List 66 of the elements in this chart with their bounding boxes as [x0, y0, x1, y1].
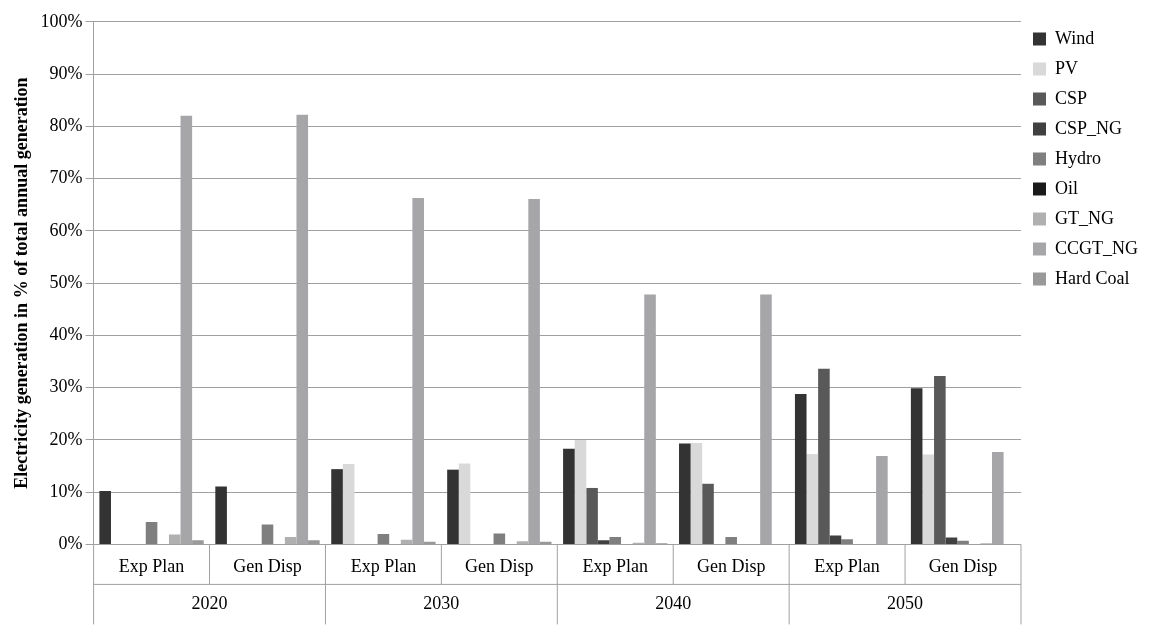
bar	[377, 533, 390, 544]
x-tick-label: Gen Disp	[465, 555, 534, 576]
y-tick-label: 80%	[49, 115, 83, 136]
legend-label: Hydro	[1055, 147, 1101, 168]
y-tick-label: 50%	[49, 271, 83, 292]
bar	[829, 535, 842, 544]
text: 2040	[655, 593, 692, 614]
bar	[690, 443, 703, 544]
bar	[261, 524, 274, 544]
x-tick-label: Exp Plan	[350, 555, 417, 576]
bar	[423, 541, 436, 544]
bar	[922, 454, 935, 544]
x-tick-label: Gen Disp	[233, 555, 302, 576]
legend-label: Hard Coal	[1055, 267, 1130, 288]
bar	[192, 540, 204, 544]
bar	[841, 539, 853, 544]
bar	[934, 376, 946, 544]
y-tick-label: 40%	[49, 324, 83, 345]
bar	[725, 537, 737, 544]
y-tick-label: 0%	[58, 533, 83, 554]
bar	[331, 469, 343, 544]
bar	[215, 486, 227, 544]
bar	[539, 541, 552, 544]
legend-label: CSP	[1055, 87, 1088, 108]
x-tick-label: Exp Plan	[814, 555, 880, 576]
x-tick-label: Gen Disp	[928, 555, 998, 576]
text: 2020	[191, 593, 228, 614]
bar	[597, 540, 610, 544]
bar	[806, 453, 819, 544]
bar	[586, 487, 598, 544]
y-tick-label: 30%	[49, 376, 83, 397]
legend-label: Oil	[1055, 177, 1079, 198]
x-tick-label: Exp Plan	[118, 555, 185, 576]
bar	[679, 443, 691, 544]
y-tick-label: 70%	[49, 167, 83, 188]
bar	[702, 483, 714, 544]
bar	[447, 469, 459, 544]
bar	[99, 491, 111, 544]
text: 2030	[423, 593, 460, 614]
text: 2050	[887, 593, 924, 614]
bar	[609, 537, 622, 544]
x-tick-label: Exp Plan	[582, 555, 649, 576]
bar	[794, 393, 807, 544]
bar	[493, 533, 506, 544]
bar	[818, 368, 830, 544]
x-tick-label: Gen Disp	[696, 555, 766, 576]
bar	[342, 463, 355, 544]
bar	[458, 463, 471, 544]
legend-label: Wind	[1055, 27, 1095, 48]
y-tick-label: 20%	[49, 428, 83, 449]
legend-label: CSP_NG	[1055, 117, 1123, 138]
y-tick-label: 100%	[40, 10, 83, 31]
bar	[563, 448, 575, 544]
legend-label: CCGT_NG	[1055, 237, 1139, 258]
bar	[308, 540, 320, 544]
y-tick-label: 60%	[49, 219, 83, 240]
bar	[910, 388, 923, 544]
legend-label: PV	[1055, 57, 1079, 78]
bar	[145, 521, 158, 544]
bar	[945, 537, 958, 544]
legend-label: GT_NG	[1055, 207, 1114, 228]
y-tick-label: 90%	[49, 62, 83, 83]
y-axis-title: Electricity generation in % of total annual generation	[11, 77, 32, 489]
bar	[957, 540, 969, 544]
bar	[574, 439, 587, 544]
y-tick-label: 10%	[49, 480, 83, 501]
